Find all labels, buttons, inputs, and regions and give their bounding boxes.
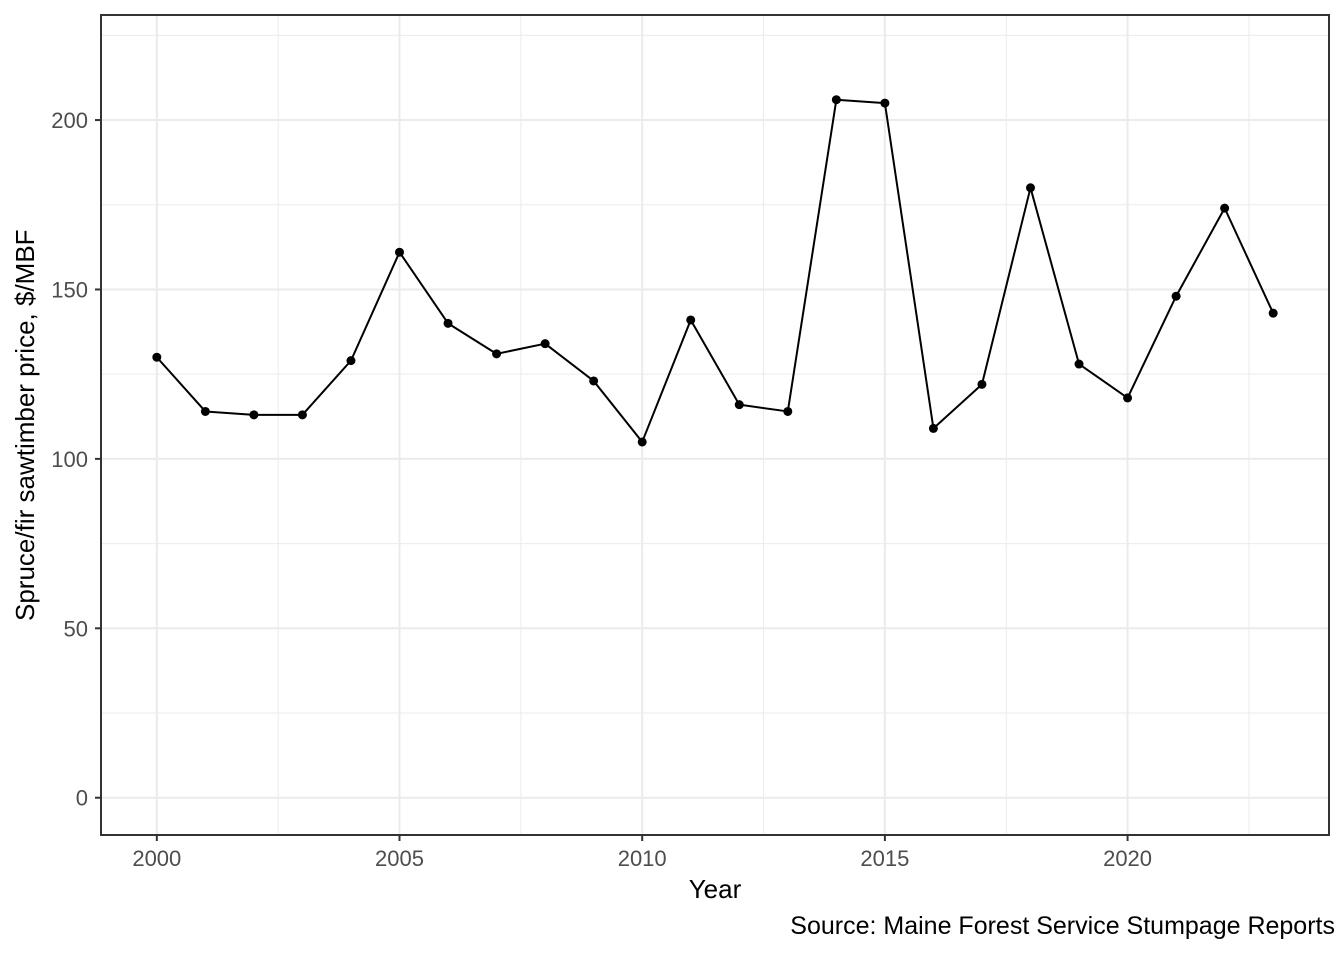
y-tick-label: 100 (51, 447, 88, 472)
data-point-2010 (637, 437, 647, 447)
data-point-2011 (686, 315, 696, 325)
data-point-2013 (783, 406, 793, 416)
data-point-2022 (1220, 203, 1230, 213)
x-tick-label: 2010 (618, 846, 667, 871)
y-axis-title: Spruce/fir sawtimber price, $/MBF (10, 229, 40, 621)
data-point-2007 (492, 349, 502, 359)
data-point-2008 (540, 339, 550, 349)
y-tick-label: 150 (51, 277, 88, 302)
x-tick-label: 2000 (132, 846, 181, 871)
data-point-2005 (395, 247, 405, 257)
data-point-2000 (152, 352, 162, 362)
y-tick-label: 50 (64, 616, 88, 641)
data-point-2020 (1123, 393, 1133, 403)
data-point-2006 (443, 318, 453, 328)
data-point-2012 (734, 400, 744, 410)
data-point-2002 (249, 410, 259, 420)
y-tick-label: 200 (51, 108, 88, 133)
data-point-2001 (200, 406, 210, 416)
x-tick-label: 2015 (860, 846, 909, 871)
source-caption: Source: Maine Forest Service Stumpage Re… (790, 912, 1335, 940)
data-point-2004 (346, 356, 356, 366)
data-point-2017 (977, 379, 987, 389)
x-tick-label: 2020 (1103, 846, 1152, 871)
data-point-2016 (928, 423, 938, 433)
data-point-2023 (1268, 308, 1278, 318)
panel-border (100, 14, 1330, 836)
data-point-2018 (1025, 183, 1035, 193)
data-point-2014 (831, 95, 841, 105)
data-point-2009 (589, 376, 599, 386)
data-point-2021 (1171, 291, 1181, 301)
data-point-2019 (1074, 359, 1084, 369)
x-axis-title: Year (688, 874, 742, 904)
price-line-series (155, 98, 1275, 443)
x-tick-label: 2005 (375, 846, 424, 871)
y-tick-label: 0 (76, 786, 88, 811)
data-point-2015 (880, 98, 890, 108)
data-point-2003 (297, 410, 307, 420)
